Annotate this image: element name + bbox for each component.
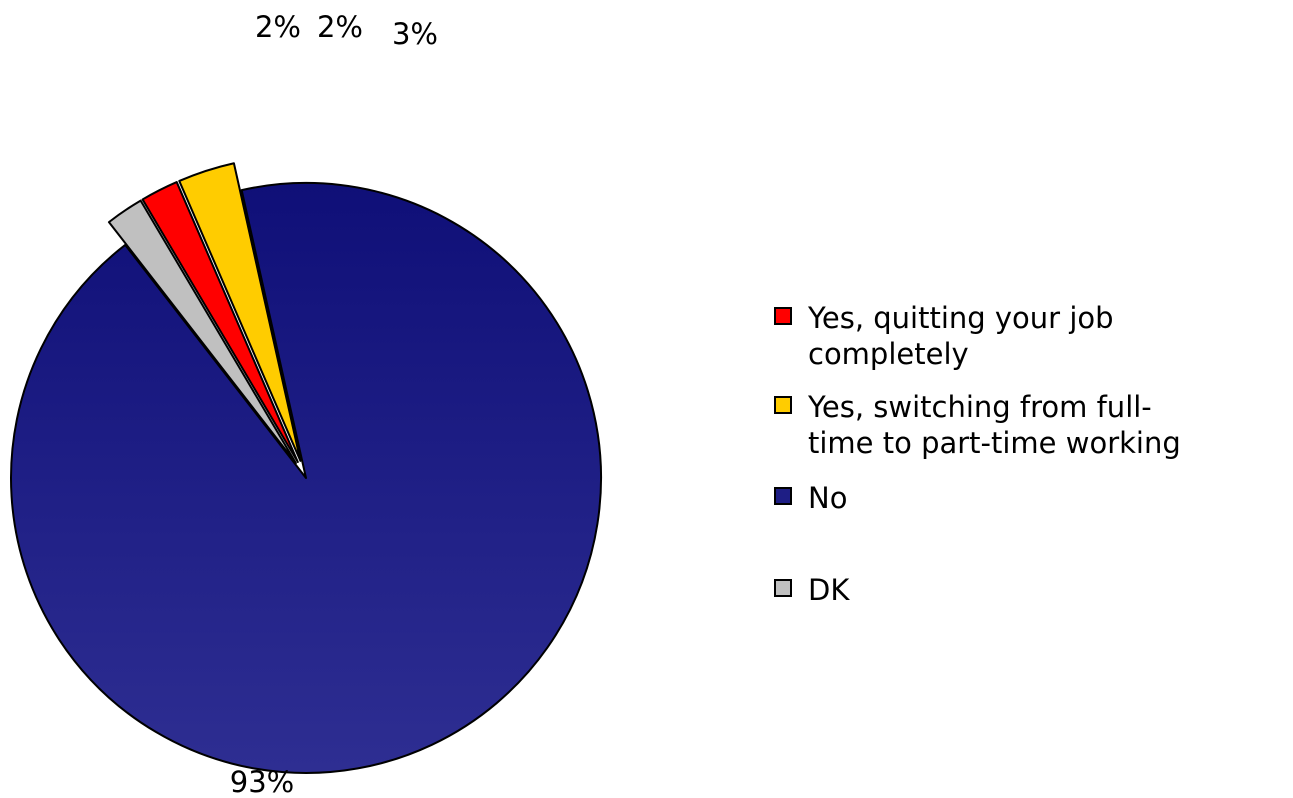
pie-slice-yes-switching-from-full-time-to-part-time-working [178, 162, 302, 462]
pie-slice-dk [107, 199, 297, 465]
legend-item-part-time: Yes, switching from full- time to part-t… [774, 389, 1181, 461]
legend-item-quitting: Yes, quitting your job completely [774, 300, 1114, 372]
pie-slice-no [10, 182, 602, 774]
legend-swatch-grey [774, 579, 792, 597]
legend-item-no: No [774, 480, 847, 516]
data-label-no: 93% [230, 765, 294, 798]
pie-data-labels: 93% 2% 2% 3% [230, 10, 438, 798]
legend-label-line-1: Yes, switching from full- [808, 390, 1152, 424]
legend-swatch-red [774, 307, 792, 325]
legend-label-line-2: completely [808, 337, 969, 371]
pie-slices [10, 162, 602, 774]
legend-swatch-yellow [774, 396, 792, 414]
legend-label-line-1: Yes, quitting your job [808, 301, 1114, 335]
legend-label-line-2: time to part-time working [808, 426, 1181, 460]
data-label-yes-quitting-your-job-completely: 2% [317, 10, 363, 44]
pie-slice-yes-quitting-your-job-completely [141, 181, 299, 463]
legend-swatch-navy [774, 487, 792, 505]
legend-item-dk: DK [774, 572, 849, 608]
data-label-yes-switching-from-full-time-to-part-time-working: 3% [392, 17, 438, 51]
legend-label-line-1: No [808, 481, 848, 515]
data-label-dk: 2% [255, 10, 301, 44]
legend-label-line-1: DK [808, 573, 850, 607]
